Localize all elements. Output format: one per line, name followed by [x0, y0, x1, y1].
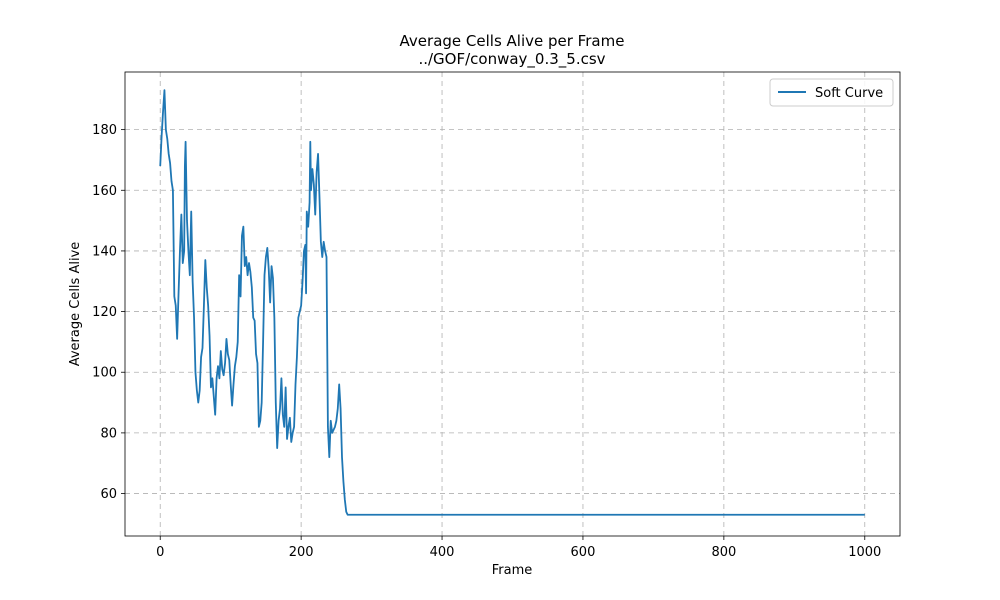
x-tick-label: 400: [430, 545, 455, 560]
y-tick-label: 160: [92, 184, 117, 199]
x-tick-label: 1000: [848, 545, 881, 560]
grid-layer: [125, 72, 900, 536]
legend-box: [769, 78, 894, 107]
series-layer: [159, 89, 865, 516]
tick-layer: 0 200 400 600 800 1000 60 80 100 120 140 160 180: [92, 123, 881, 560]
series-line-soft-curve: [159, 89, 865, 516]
x-tick-label: 200: [289, 545, 314, 560]
plot-frame: [124, 71, 901, 537]
legend: Soft Curve: [769, 78, 894, 107]
y-axis-label: Average Cells Alive: [68, 242, 83, 367]
chart-subtitle: ../GOF/conway_0.3_5.csv: [418, 50, 605, 69]
y-tick-label: 80: [100, 426, 117, 441]
y-tick-label: 140: [92, 244, 117, 259]
y-tick-label: 60: [100, 487, 117, 502]
y-tick-label: 100: [92, 366, 117, 381]
chart-title: Average Cells Alive per Frame: [400, 32, 625, 50]
x-tick-label: 800: [711, 545, 736, 560]
x-axis-label: Frame: [492, 563, 533, 578]
legend-entry-label: Soft Curve: [815, 86, 883, 101]
x-tick-label: 0: [156, 545, 164, 560]
x-tick-label: 600: [571, 545, 596, 560]
y-tick-label: 180: [92, 123, 117, 138]
y-tick-label: 120: [92, 305, 117, 320]
